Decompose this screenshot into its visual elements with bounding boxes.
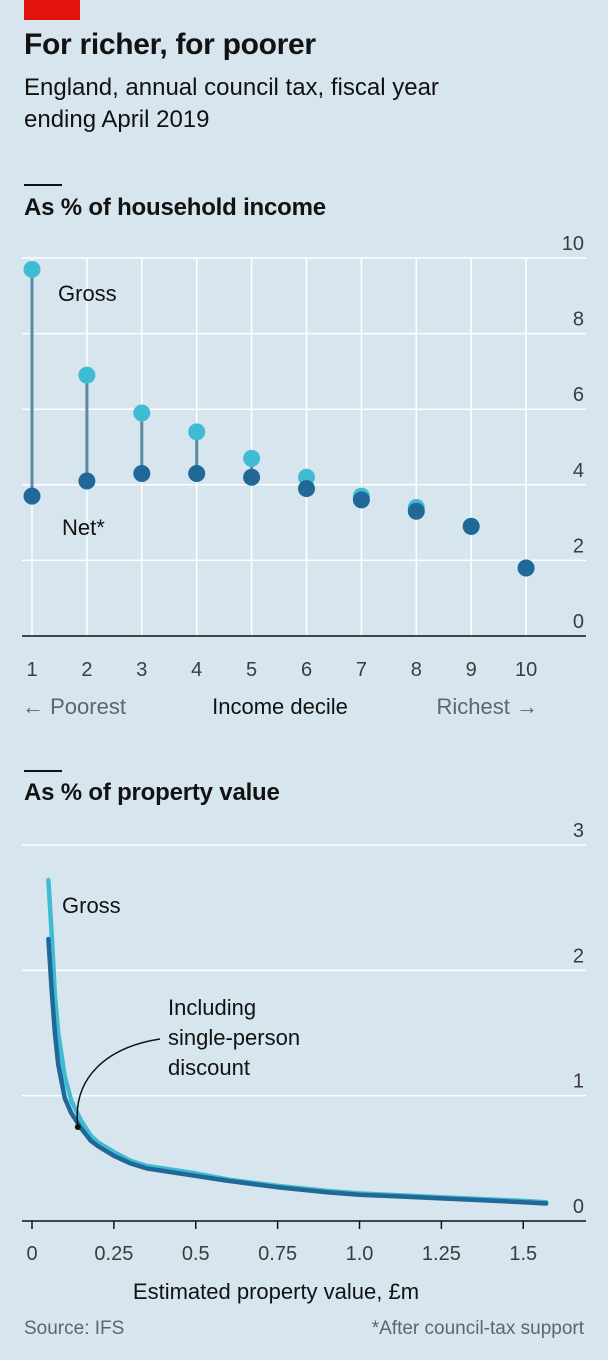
section-rule-income	[24, 184, 62, 186]
x-tick-label: 8	[411, 659, 422, 681]
y-tick-label: 6	[573, 384, 584, 406]
y-tick-label: 0	[573, 1196, 584, 1218]
x-tick-label: 1	[26, 659, 37, 681]
x-tick-label: 0	[26, 1243, 37, 1265]
net-line	[46, 936, 549, 1206]
x-tick-label: 0.75	[258, 1243, 297, 1265]
brand-red-bar	[24, 0, 80, 20]
series-label-gross: Gross	[62, 893, 121, 918]
chart2-title: As % of property value	[24, 779, 280, 806]
x-tick-label: 4	[191, 659, 202, 681]
footnote: *After council-tax support	[371, 1318, 584, 1339]
x-tick-label: 1.5	[509, 1243, 537, 1265]
y-tick-label: 3	[573, 820, 584, 842]
y-tick-label: 2	[573, 535, 584, 557]
net-point	[462, 517, 480, 535]
x-tick-label: 6	[301, 659, 312, 681]
x-tick-label: 2	[81, 659, 92, 681]
y-tick-label: 2	[573, 945, 584, 967]
page-title: For richer, for poorer	[24, 28, 316, 61]
net-point	[133, 464, 151, 482]
x-axis-label: Estimated property value, £m	[133, 1279, 419, 1304]
x-tick-label: 0.5	[182, 1243, 210, 1265]
net-point	[517, 559, 535, 577]
annotation-leader-line	[76, 1038, 161, 1128]
page-subtitle: England, annual council tax, fiscal year…	[24, 74, 439, 133]
x-tick-label: 9	[466, 659, 477, 681]
gross-point	[188, 423, 206, 441]
x-label-richest: Richest →	[437, 694, 538, 719]
x-tick-label: 7	[356, 659, 367, 681]
net-point	[23, 487, 41, 505]
chart1-title: As % of household income	[24, 194, 326, 221]
source-note: Source: IFS	[24, 1318, 125, 1339]
x-tick-label: 1.0	[346, 1243, 374, 1265]
x-label-poorest: ← Poorest	[22, 694, 126, 719]
x-tick-label: 10	[515, 659, 537, 681]
gross-point	[133, 404, 151, 422]
x-tick-label: 0.25	[94, 1243, 133, 1265]
gross-point	[23, 260, 41, 278]
y-tick-label: 4	[573, 460, 584, 482]
series-label-gross: Gross	[58, 281, 117, 306]
net-point	[407, 502, 425, 520]
annotation-dot	[74, 1124, 81, 1130]
x-axis-label: Income decile	[212, 694, 348, 719]
y-tick-label: 0	[573, 611, 584, 633]
annotation-text-line: single-person	[168, 1025, 300, 1050]
y-tick-label: 1	[573, 1071, 584, 1093]
x-tick-label: 3	[136, 659, 147, 681]
income-dumbbell-chart: 0 2 4 6 8 10 Gross Net* 1 2 3 4 5 6 7 8 9 10 ← Poorest Inco…	[22, 233, 586, 719]
net-point	[78, 472, 96, 490]
net-point	[352, 491, 370, 509]
property-value-line-chart: 0 1 2 3 0 0.25 0.5 0.75 1.0 1.25 1.5 Gross Including…	[22, 820, 586, 1304]
x-tick-label: 5	[246, 659, 257, 681]
net-point	[298, 480, 315, 498]
y-tick-label: 10	[562, 233, 584, 255]
series-label-net: Net*	[62, 515, 105, 540]
y-tick-label: 8	[573, 309, 584, 331]
gross-point	[243, 449, 261, 467]
net-point	[188, 464, 206, 482]
x-tick-label: 1.25	[422, 1243, 461, 1265]
annotation-text-line: discount	[168, 1055, 250, 1080]
section-rule-property	[24, 770, 62, 772]
net-point	[243, 468, 261, 486]
annotation-text-line: Including	[168, 995, 256, 1020]
gross-point	[78, 366, 96, 384]
